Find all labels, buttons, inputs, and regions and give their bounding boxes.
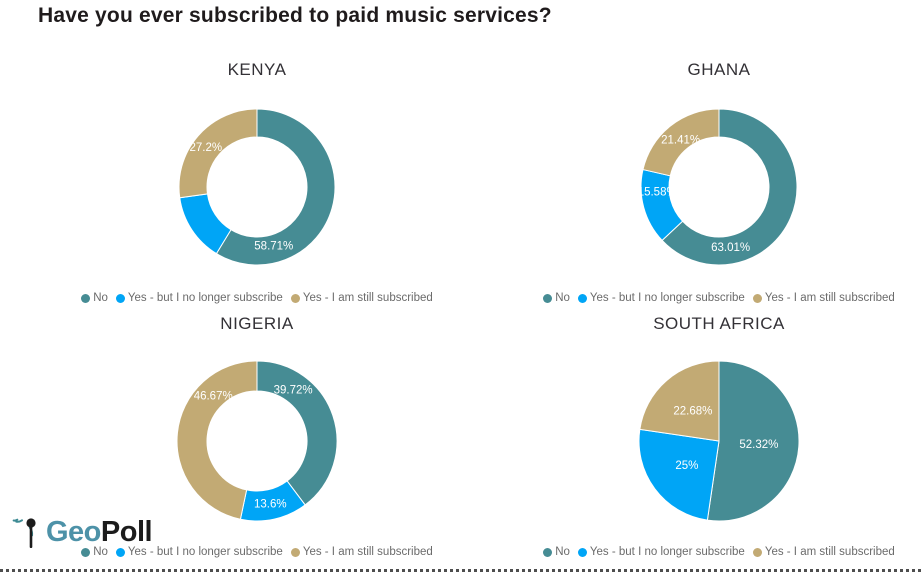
legend-kenya: No Yes - but I no longer subscribe Yes -… bbox=[40, 290, 474, 306]
pie-chart-south-africa[interactable]: 52.32% 25% 22.68% bbox=[637, 359, 801, 523]
data-label: 22.68% bbox=[673, 406, 712, 418]
legend-item-no[interactable]: No bbox=[543, 546, 570, 558]
chart-title-nigeria: NIGERIA bbox=[220, 314, 294, 333]
pie-slice[interactable] bbox=[661, 108, 798, 266]
chart-panel-nigeria: NIGERIA 39.72% 13.6% 46.67% No Yes - but I… bbox=[40, 310, 474, 560]
chart-title-ghana: GHANA bbox=[687, 60, 751, 79]
legend-dot-yes-still-icon bbox=[290, 293, 300, 303]
data-label: 27.2% bbox=[189, 142, 222, 154]
legend-label: Yes - I am still subscribed bbox=[764, 292, 895, 304]
legend-item-yes-no-longer[interactable]: Yes - but I no longer subscribe bbox=[577, 292, 745, 304]
geopoll-logo: GeoPoll bbox=[12, 506, 153, 552]
chart-holder: 58.71% 27.2% bbox=[40, 84, 474, 290]
logo-text-poll: Poll bbox=[100, 516, 153, 548]
pie-slice[interactable] bbox=[215, 108, 336, 266]
pie-slice[interactable] bbox=[178, 108, 258, 199]
legend-item-no[interactable]: No bbox=[81, 546, 108, 558]
data-label: 39.72% bbox=[274, 384, 313, 396]
geopoll-antenna-icon bbox=[12, 518, 36, 548]
legend-label: Yes - but I no longer subscribe bbox=[127, 292, 283, 304]
bottom-dotted-border bbox=[0, 569, 922, 572]
legend-dot-yes-still-icon bbox=[290, 547, 300, 557]
legend-label: Yes - but I no longer subscribe bbox=[127, 546, 283, 558]
legend-ghana: No Yes - but I no longer subscribe Yes -… bbox=[502, 290, 922, 306]
legend-nigeria: No Yes - but I no longer subscribe Yes -… bbox=[40, 544, 474, 560]
legend-dot-no-icon bbox=[543, 547, 553, 557]
chart-title-kenya: KENYA bbox=[227, 60, 287, 79]
legend-label: Yes - but I no longer subscribe bbox=[589, 292, 745, 304]
legend-item-yes-still[interactable]: Yes - I am still subscribed bbox=[752, 292, 895, 304]
logo-text-geo: Geo bbox=[46, 516, 101, 548]
pie-slice[interactable] bbox=[642, 108, 720, 177]
pie-slice[interactable] bbox=[706, 360, 800, 522]
legend-dot-yes-no-longer-icon bbox=[115, 293, 125, 303]
legend-dot-yes-still-icon bbox=[752, 547, 762, 557]
data-label: 15.58% bbox=[638, 186, 677, 198]
legend-dot-no-icon bbox=[543, 293, 553, 303]
donut-chart-kenya[interactable]: 58.71% 27.2% bbox=[175, 105, 339, 269]
chart-panel-kenya: KENYA 58.71% 27.2% No Yes - but I no long… bbox=[40, 56, 474, 306]
data-label: 13.6% bbox=[254, 499, 287, 511]
legend-item-yes-no-longer[interactable]: Yes - but I no longer subscribe bbox=[115, 546, 283, 558]
legend-item-yes-still[interactable]: Yes - I am still subscribed bbox=[290, 292, 433, 304]
data-label: 63.01% bbox=[711, 242, 750, 254]
legend-dot-yes-no-longer-icon bbox=[115, 547, 125, 557]
legend-item-yes-still[interactable]: Yes - I am still subscribed bbox=[752, 546, 895, 558]
legend-dot-yes-no-longer-icon bbox=[577, 293, 587, 303]
legend-label: No bbox=[555, 292, 570, 304]
donut-chart-ghana[interactable]: 63.01% 15.58% 21.41% bbox=[637, 105, 801, 269]
pie-slice[interactable] bbox=[639, 360, 720, 442]
legend-dot-yes-no-longer-icon bbox=[577, 547, 587, 557]
data-label: 25% bbox=[675, 460, 698, 472]
legend-dot-no-icon bbox=[81, 293, 91, 303]
legend-label: No bbox=[555, 546, 570, 558]
legend-dot-no-icon bbox=[81, 547, 91, 557]
chart-panel-ghana: GHANA 63.01% 15.58% 21.41% No Yes - but I … bbox=[502, 56, 922, 306]
data-label: 58.71% bbox=[254, 241, 293, 253]
data-label: 52.32% bbox=[739, 439, 778, 451]
chart-holder: 39.72% 13.6% 46.67% bbox=[40, 338, 474, 544]
legend-item-yes-no-longer[interactable]: Yes - but I no longer subscribe bbox=[115, 292, 283, 304]
legend-dot-yes-still-icon bbox=[752, 293, 762, 303]
chart-panel-south-africa: SOUTH AFRICA 52.32% 25% 22.68% No Yes - bu… bbox=[502, 310, 922, 560]
chart-title-south-africa: SOUTH AFRICA bbox=[653, 314, 785, 333]
pie-slice[interactable] bbox=[256, 360, 338, 506]
legend-label: No bbox=[93, 292, 108, 304]
legend-label: Yes - I am still subscribed bbox=[764, 546, 895, 558]
data-label: 46.67% bbox=[194, 391, 233, 403]
legend-south-africa: No Yes - but I no longer subscribe Yes -… bbox=[502, 544, 922, 560]
legend-label: No bbox=[93, 546, 108, 558]
pie-slice[interactable] bbox=[176, 360, 258, 520]
legend-item-no[interactable]: No bbox=[543, 292, 570, 304]
legend-item-yes-still[interactable]: Yes - I am still subscribed bbox=[290, 546, 433, 558]
legend-label: Yes - I am still subscribed bbox=[302, 546, 433, 558]
chart-holder: 63.01% 15.58% 21.41% bbox=[502, 84, 922, 290]
legend-item-yes-no-longer[interactable]: Yes - but I no longer subscribe bbox=[577, 546, 745, 558]
pie-slice[interactable] bbox=[638, 428, 720, 521]
chart-holder: 52.32% 25% 22.68% bbox=[502, 338, 922, 544]
data-label: 21.41% bbox=[661, 135, 700, 147]
page-title: Have you ever subscribed to paid music s… bbox=[38, 4, 552, 27]
legend-item-no[interactable]: No bbox=[81, 292, 108, 304]
donut-chart-nigeria[interactable]: 39.72% 13.6% 46.67% bbox=[175, 359, 339, 523]
legend-label: Yes - but I no longer subscribe bbox=[589, 546, 745, 558]
legend-label: Yes - I am still subscribed bbox=[302, 292, 433, 304]
logo-wordmark: GeoPoll bbox=[46, 512, 153, 552]
